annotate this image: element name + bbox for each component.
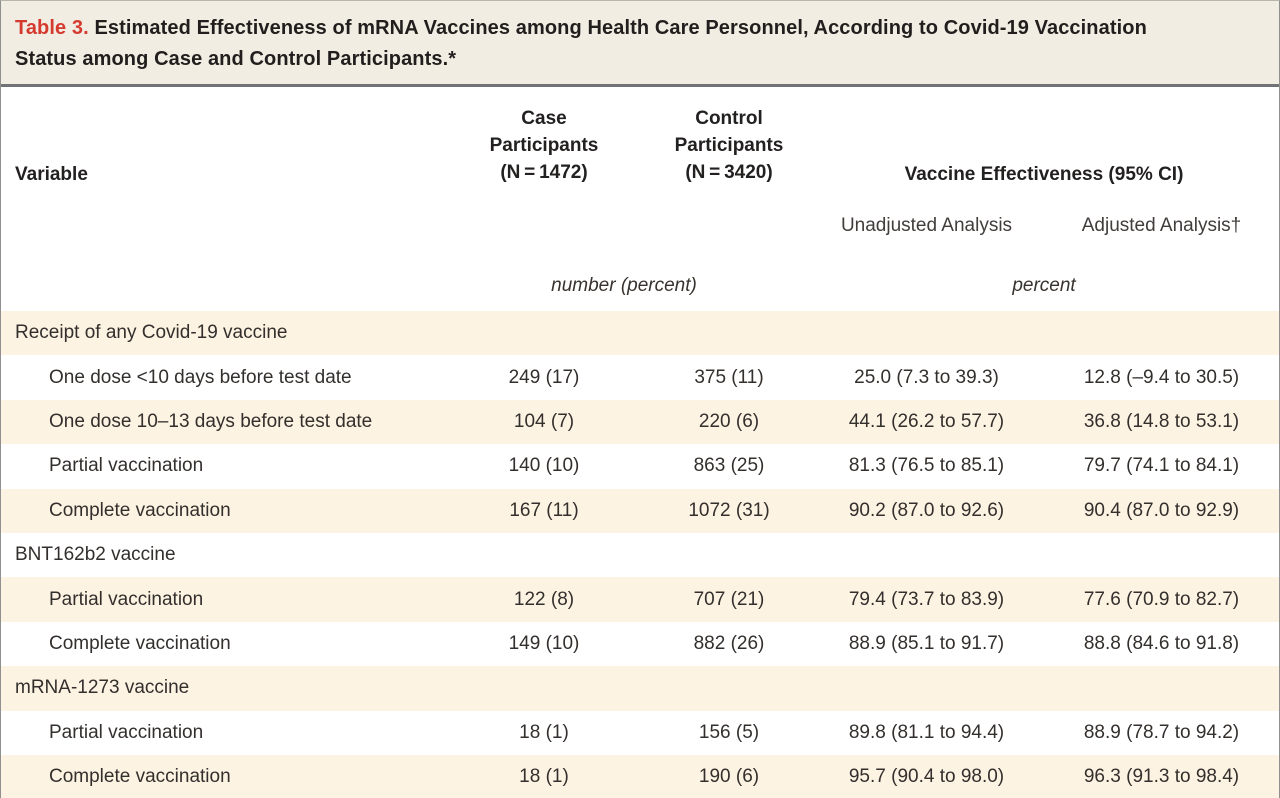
section-header-row: mRNA-1273 vaccine [1,666,1279,711]
case-participants-value: 18 (1) [519,721,569,743]
row-label: Partial vaccination [49,455,204,477]
case-participants-value: 149 (10) [508,632,580,654]
table-row: One dose <10 days before test date 249 (… [1,355,1279,400]
row-label: Partial vaccination [49,721,204,743]
adjusted-effectiveness-value: 88.9 (78.7 to 94.2) [1083,721,1240,743]
column-header-variable: Variable [15,164,88,185]
units-percent: percent [1012,275,1076,296]
row-label: One dose 10–13 days before test date [49,410,373,432]
control-participants-value: 1072 (31) [688,499,770,521]
header-analysis-row: Unadjusted Analysis Adjusted Analysis† [1,215,1279,237]
unadjusted-effectiveness-value: 89.8 (81.1 to 94.4) [848,721,1005,743]
column-header-case-participants: Case Participants (N = 1472) [489,108,599,183]
table-row: Complete vaccination 149 (10) 882 (26) 8… [1,621,1279,667]
table-row: Partial vaccination 140 (10) 863 (25) 81… [1,444,1279,489]
table-number-label: Table 3. [15,17,89,39]
unadjusted-effectiveness-value: 44.1 (26.2 to 57.7) [848,410,1005,432]
section-header-row: BNT162b2 vaccine [1,532,1279,578]
row-label: Complete vaccination [49,499,231,521]
case-participants-value: 167 (11) [509,499,579,521]
case-participants-value: 249 (17) [508,366,580,388]
control-participants-value: 220 (6) [698,410,760,432]
adjusted-effectiveness-value: 12.8 (–9.4 to 30.5) [1083,366,1240,388]
section-header-row: Receipt of any Covid-19 vaccine [1,311,1279,356]
control-participants-value: 707 (21) [693,588,765,610]
adjusted-effectiveness-value: 77.6 (70.9 to 82.7) [1083,588,1240,610]
table-row: Complete vaccination 167 (11) 1072 (31) … [1,488,1279,533]
control-participants-value: 882 (26) [693,632,765,654]
row-label: mRNA-1273 vaccine [15,677,190,699]
row-label: Receipt of any Covid-19 vaccine [15,322,288,344]
control-participants-value: 375 (11) [694,366,764,388]
control-participants-value: 863 (25) [693,455,765,477]
table-title-band: Table 3. Estimated Effectiveness of mRNA… [1,1,1279,87]
table-row: Partial vaccination 122 (8) 707 (21) 79.… [1,577,1279,622]
table-header: Variable Case Participants (N = 1472) Co… [1,87,1279,311]
unadjusted-effectiveness-value: 95.7 (90.4 to 98.0) [848,766,1005,788]
table-row: One dose 10–13 days before test date 104… [1,399,1279,445]
case-participants-value: 122 (8) [513,588,575,610]
header-main-row: Variable Case Participants (N = 1472) Co… [1,105,1279,186]
adjusted-effectiveness-value: 96.3 (91.3 to 98.4) [1083,766,1240,788]
case-participants-value: 140 (10) [508,455,580,477]
table-row: Partial vaccination 18 (1) 156 (5) 89.8 … [1,710,1279,755]
unadjusted-effectiveness-value: 90.2 (87.0 to 92.6) [848,499,1005,521]
column-header-vaccine-effectiveness: Vaccine Effectiveness (95% CI) [904,164,1184,185]
adjusted-effectiveness-value: 36.8 (14.8 to 53.1) [1083,410,1240,432]
row-label: Complete vaccination [49,766,231,788]
column-header-adjusted-analysis: Adjusted Analysis† [1081,215,1242,236]
table-body: Receipt of any Covid-19 vaccine One dose… [1,311,1279,798]
unadjusted-effectiveness-value: 88.9 (85.1 to 91.7) [848,632,1005,654]
unadjusted-effectiveness-value: 25.0 (7.3 to 39.3) [854,366,999,388]
row-label: Partial vaccination [49,588,204,610]
table-row: Complete vaccination 18 (1) 190 (6) 95.7… [1,754,1279,798]
adjusted-effectiveness-value: 88.8 (84.6 to 91.8) [1083,632,1240,654]
column-header-control-participants: Control Participants (N = 3420) [674,108,784,183]
case-participants-value: 18 (1) [519,766,569,788]
row-label: BNT162b2 vaccine [15,544,176,566]
table-title: Table 3. Estimated Effectiveness of mRNA… [15,13,1185,75]
control-participants-value: 190 (6) [698,766,760,788]
adjusted-effectiveness-value: 90.4 (87.0 to 92.9) [1083,499,1240,521]
control-participants-value: 156 (5) [698,721,760,743]
table-title-text: Estimated Effectiveness of mRNA Vaccines… [15,17,1147,70]
case-participants-value: 104 (7) [513,410,575,432]
column-header-unadjusted-analysis: Unadjusted Analysis [840,215,1013,236]
unadjusted-effectiveness-value: 81.3 (76.5 to 85.1) [848,455,1005,477]
row-label: Complete vaccination [49,632,231,654]
header-units-row: number (percent) percent [1,275,1279,297]
row-label: One dose <10 days before test date [49,366,352,388]
adjusted-effectiveness-value: 79.7 (74.1 to 84.1) [1083,455,1240,477]
unadjusted-effectiveness-value: 79.4 (73.7 to 83.9) [848,588,1005,610]
units-number-percent: number (percent) [551,275,697,296]
